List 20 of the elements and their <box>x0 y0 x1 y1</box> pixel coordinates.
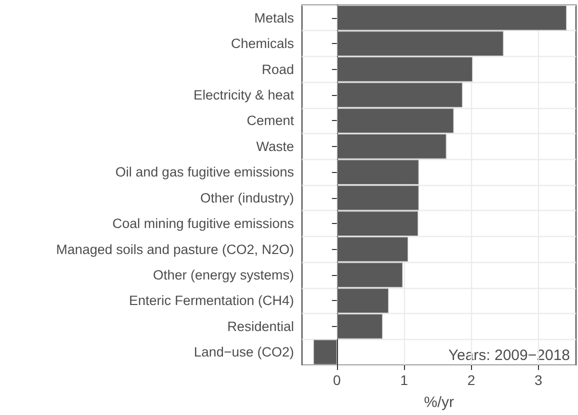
x-tick-label: 3 <box>534 372 542 388</box>
y-tick-label: Metals <box>254 10 294 26</box>
y-tick-label: Electricity & heat <box>193 88 294 102</box>
x-tick-label: 0 <box>333 372 342 388</box>
x-axis-title: %/yr <box>424 394 454 411</box>
y-tick-label: Residential <box>227 318 294 334</box>
y-tick-label: Other (industry) <box>200 190 294 206</box>
y-tick-label: Waste <box>256 138 294 154</box>
y-tick-label: Enteric Fermentation (CH4) <box>128 293 294 308</box>
y-tick-label: Oil and gas fugitive emissions <box>115 164 294 180</box>
x-tick-label: 2 <box>467 372 476 388</box>
y-tick-label: Land−use (CO2) <box>194 344 294 360</box>
y-tick-label: Chemicals <box>230 36 294 52</box>
y-tick-label: Managed soils and pasture (CO2, N2O) <box>56 242 294 257</box>
y-tick-label: Road <box>262 62 294 77</box>
y-tick-label: Other (energy systems) <box>152 268 294 282</box>
x-tick-label: 1 <box>400 372 408 388</box>
bar <box>313 340 337 365</box>
y-tick-label: Coal mining fugitive emissions <box>112 216 294 232</box>
y-tick-label: Cement <box>246 113 294 128</box>
